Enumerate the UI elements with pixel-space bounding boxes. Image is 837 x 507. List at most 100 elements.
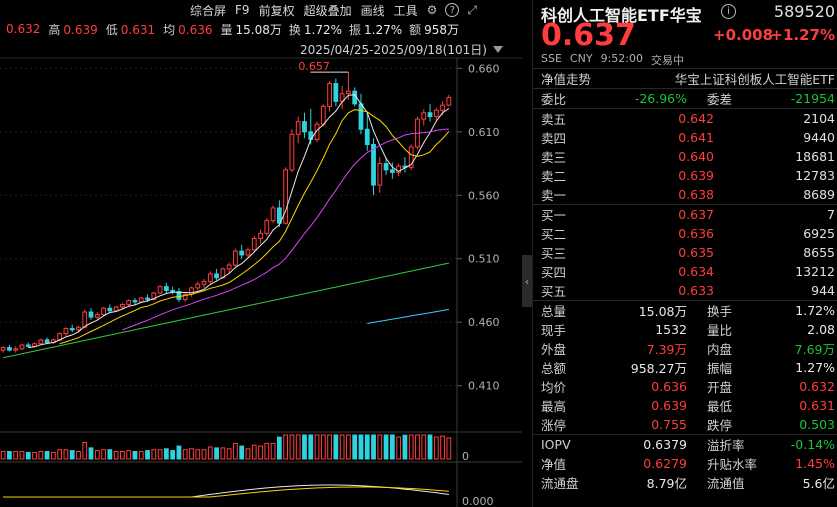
asks-row[interactable]: 卖三 0.640 18681 (533, 147, 837, 166)
toolbar-item[interactable]: 工具 (393, 3, 418, 18)
asks-price: 0.639 (678, 168, 714, 183)
volume-bar (264, 442, 270, 460)
candle (333, 78, 339, 107)
grid-lines (0, 67, 457, 387)
stock-header: 科创人工智能ETF华宝 i 589520 0.637 +0.008 +1.27%… (533, 0, 837, 68)
candle (446, 95, 452, 107)
asks-level-label: 卖三 (541, 150, 567, 165)
volume-bar (226, 448, 232, 460)
chart-area[interactable]: 综合屏 F9 前复权 超级叠加 画线 工具 ⚙? ⤢ 2025/04/25-2025/09/1… (0, 0, 522, 507)
volume-bar (63, 449, 69, 460)
asks-row[interactable]: 卖五 0.642 2104 (533, 109, 837, 128)
candle (358, 93, 364, 135)
bids-row[interactable]: 买四 0.634 13212 (533, 262, 837, 281)
quote-value: 1.27% (364, 22, 403, 37)
toolbar-item[interactable]: 画线 (360, 3, 385, 18)
candle (314, 121, 320, 142)
quote-line: 0.632 高 0.639 低 0.631 均 0.636 量 15.08万换 1.72%… (0, 20, 466, 38)
stock-name: 科创人工智能ETF华宝 (541, 6, 702, 25)
stat-label: 量比 (707, 323, 733, 338)
volume-bar (214, 447, 219, 460)
info-icon[interactable]: i (721, 4, 736, 19)
candle (408, 144, 414, 170)
volume-bar (389, 434, 395, 460)
asks-volume: 8689 (803, 187, 835, 202)
toolbar-item[interactable]: 综合屏 (190, 3, 227, 18)
last-price: 0.637 (541, 18, 636, 53)
quote-label: 额 (409, 22, 422, 37)
avg-value: 0.636 (178, 22, 213, 37)
stats-row: 总量 15.08万 换手 1.72% (533, 301, 837, 320)
quote-strip-2: 量 15.08万换 1.72% 振 1.27% 额 958万 (220, 21, 466, 38)
candle (176, 287, 182, 302)
asks-price: 0.640 (678, 149, 714, 164)
volume-bar (346, 434, 351, 460)
volume-bar (270, 442, 276, 460)
candles: 0.657 (0, 60, 452, 353)
asks-row[interactable]: 卖二 0.639 12783 (533, 166, 837, 185)
asks-row[interactable]: 卖四 0.641 9440 (533, 128, 837, 147)
candle (377, 157, 383, 193)
volume-bar (44, 451, 50, 460)
asks-price: 0.642 (678, 111, 714, 126)
candlestick-chart[interactable]: 0.657 0.660 0.610 0.560 0.510 0.460 0.410 0 0… (0, 0, 522, 507)
y-tick-label: 0.610 (468, 126, 500, 139)
trading-status: 交易中 (650, 54, 684, 67)
candle (120, 303, 125, 310)
stat-value: 0.631 (799, 398, 835, 413)
ma5-line (28, 94, 450, 349)
volume-bar (283, 434, 289, 460)
bids-row[interactable]: 买二 0.636 6925 (533, 224, 837, 243)
price-axis: 0.660 0.610 0.560 0.510 0.460 0.410 (0, 57, 522, 507)
committee-row: 委比 -26.96% 委差 -21954 (533, 89, 837, 108)
stat-label: 最低 (707, 399, 733, 414)
collapse-panel-handle[interactable]: ‹ (522, 255, 532, 307)
volume-bar (132, 451, 138, 460)
volume-bar (101, 449, 106, 460)
settings-gear-icon[interactable]: ⚙ (426, 3, 438, 17)
candle (132, 298, 138, 305)
nav-trend-link[interactable]: 净值走势 (541, 72, 592, 87)
committee-ratio-value: -26.96% (634, 91, 687, 106)
ma120-line (367, 308, 449, 324)
stat-label: 净值 (541, 457, 567, 472)
stat-value: 5.6亿 (802, 476, 835, 491)
help-icon[interactable]: ? (445, 3, 460, 17)
stat-label: 均价 (541, 380, 567, 395)
bids-volume: 6925 (803, 226, 835, 241)
dropdown-arrow-icon[interactable] (492, 45, 503, 53)
toolbar-item[interactable]: 超级叠加 (303, 3, 352, 18)
candle (302, 112, 307, 139)
bids-price: 0.636 (678, 226, 714, 241)
stats-row: 涨停 0.755 跌停 0.503 (533, 415, 837, 434)
candle (295, 116, 301, 144)
toolbar-item[interactable]: F9 (235, 3, 250, 17)
volume-bar (276, 436, 282, 460)
ask-book: 卖五 0.642 2104 卖四 0.641 9440 卖三 0.640 18681 卖二 0.63… (533, 109, 837, 204)
date-range-selector[interactable]: 2025/04/25-2025/09/18(101日) (300, 40, 503, 58)
committee-diff-label: 委差 (707, 92, 733, 107)
volume-bar (82, 442, 88, 460)
bids-volume: 944 (811, 283, 835, 298)
iopv-row: 流通盘 8.79亿 流通值 5.6亿 (533, 473, 837, 492)
fund-row[interactable]: 净值走势 华宝上证科创板人工智能ETF (533, 69, 837, 88)
volume-bar (220, 447, 226, 460)
asks-row[interactable]: 卖一 0.638 8689 (533, 185, 837, 204)
bids-row[interactable]: 买五 0.633 944 (533, 281, 837, 300)
volume-bar (295, 434, 301, 460)
toolbar-item[interactable]: 前复权 (258, 3, 295, 18)
y-tick-label: 0.660 (468, 62, 500, 75)
candle (402, 157, 408, 173)
quote-value: 958万 (424, 22, 460, 37)
bids-row[interactable]: 买一 0.637 7 (533, 205, 837, 224)
candle (421, 108, 427, 126)
candle (270, 205, 276, 224)
volume-bar (189, 448, 194, 460)
expand-icon[interactable]: ⤢ (467, 2, 477, 17)
candle (88, 308, 94, 320)
stat-label: 总量 (541, 304, 567, 319)
bids-row[interactable]: 买三 0.635 8655 (533, 243, 837, 262)
volume-bar (126, 450, 132, 460)
stat-value: 15.08万 (638, 304, 687, 319)
volume-bar (13, 451, 19, 460)
